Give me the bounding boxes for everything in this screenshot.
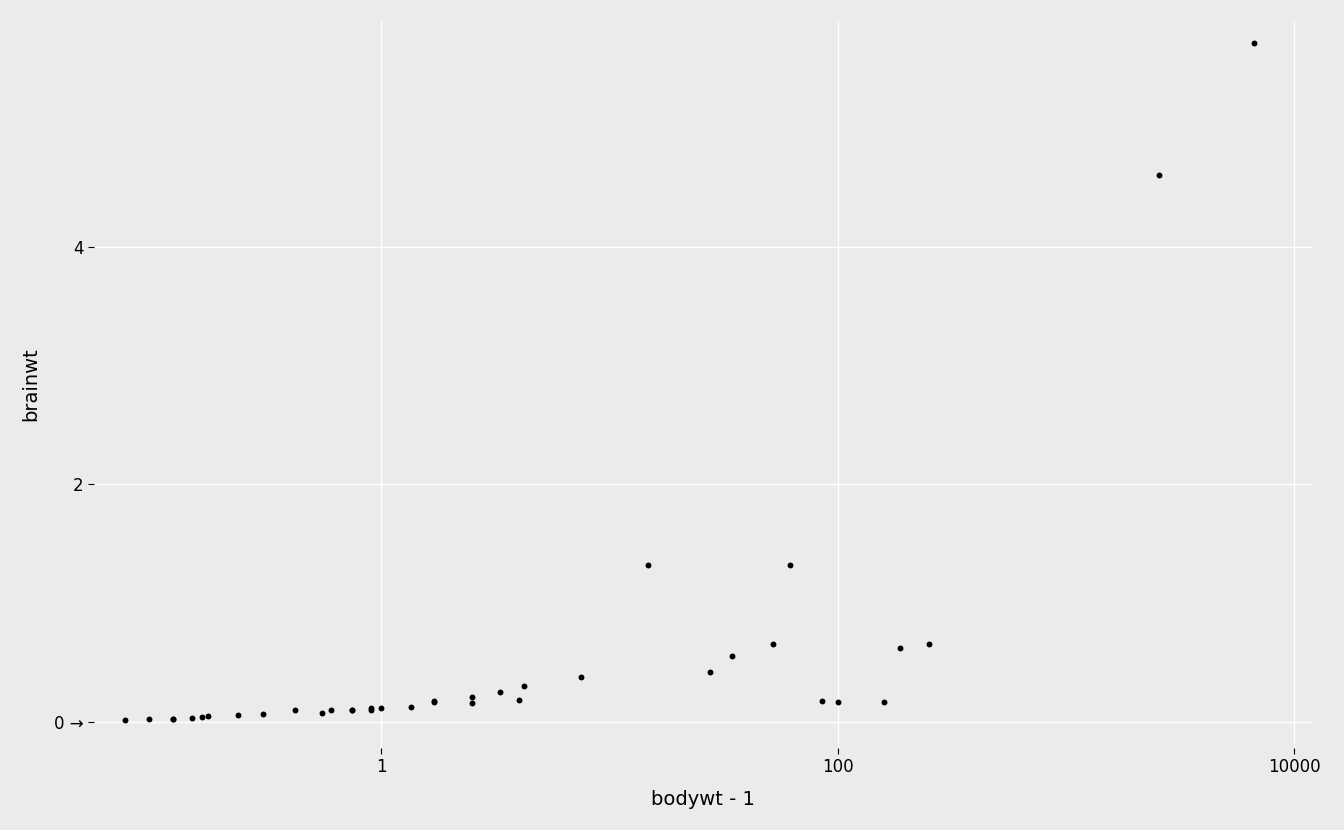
Point [1243, 37, 1265, 50]
Point [461, 696, 482, 710]
Point [181, 711, 203, 725]
Point [341, 704, 363, 717]
Point [163, 712, 184, 725]
Point [341, 704, 363, 717]
Point [227, 708, 249, 721]
Point [827, 695, 848, 708]
Point [423, 695, 445, 708]
Point [138, 713, 160, 726]
Point [570, 670, 591, 683]
Point [163, 712, 184, 725]
Point [191, 710, 212, 724]
Point [360, 701, 382, 715]
Point [198, 710, 219, 723]
Point [285, 703, 306, 716]
Point [423, 695, 445, 708]
Point [401, 701, 422, 714]
Point [0, 715, 17, 728]
Point [918, 637, 939, 651]
Point [1148, 168, 1169, 182]
Point [700, 665, 722, 678]
Point [513, 680, 535, 693]
Point [461, 690, 482, 703]
Point [360, 703, 382, 716]
Point [489, 686, 511, 699]
Point [722, 650, 743, 663]
Point [70, 715, 91, 728]
X-axis label: bodywt - 1: bodywt - 1 [650, 790, 755, 809]
Y-axis label: brainwt: brainwt [22, 348, 40, 421]
Point [371, 702, 392, 715]
Point [508, 694, 530, 707]
Point [253, 707, 274, 720]
Point [888, 642, 910, 655]
Point [810, 695, 832, 708]
Point [780, 559, 801, 572]
Point [114, 714, 136, 727]
Point [874, 695, 895, 708]
Point [637, 559, 659, 572]
Point [312, 707, 333, 720]
Point [320, 703, 341, 716]
Point [762, 637, 784, 651]
